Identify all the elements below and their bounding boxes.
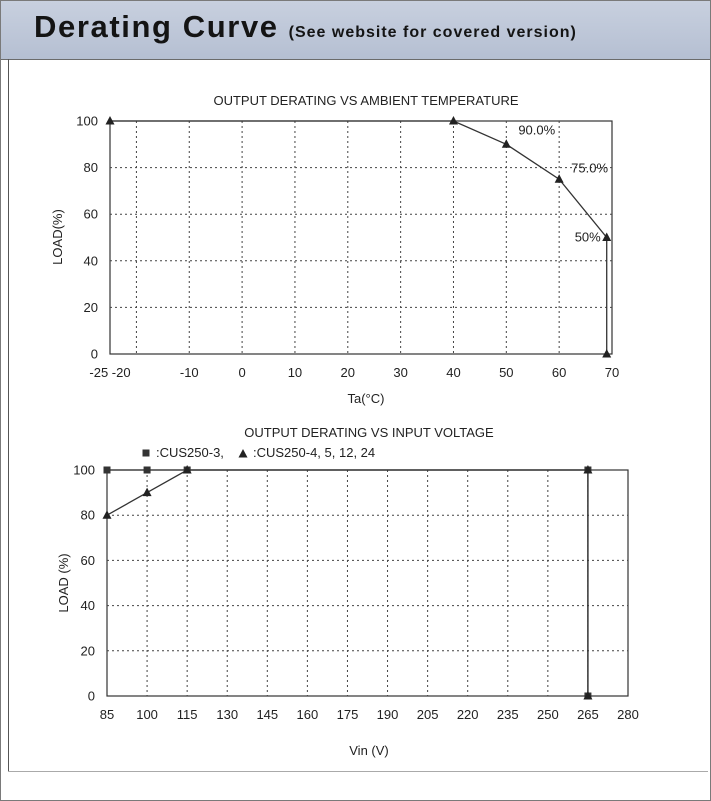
legend-marker-square bbox=[142, 449, 150, 457]
data-point-square bbox=[143, 466, 151, 474]
x-tick-label: 190 bbox=[377, 707, 399, 722]
y-tick-label: 80 bbox=[84, 160, 98, 175]
x-tick-label: 0 bbox=[238, 365, 245, 380]
x-tick-label: 160 bbox=[297, 707, 319, 722]
y-tick-label: 40 bbox=[84, 253, 98, 268]
data-point-triangle bbox=[142, 487, 152, 497]
x-tick-label: 60 bbox=[552, 365, 566, 380]
section-header: Derating Curve (See website for covered v… bbox=[1, 1, 710, 60]
data-point-triangle bbox=[105, 116, 115, 125]
x-tick-label: 115 bbox=[177, 707, 198, 722]
series-line-2 bbox=[106, 469, 589, 696]
data-label: 75.0% bbox=[571, 160, 608, 175]
x-tick-label: -25 -20 bbox=[89, 365, 130, 380]
data-point-triangle bbox=[501, 139, 511, 148]
x-tick-label: 175 bbox=[337, 707, 359, 722]
legend-marker-triangle bbox=[238, 449, 248, 458]
x-tick-label: 145 bbox=[256, 707, 278, 722]
x-tick-label: 280 bbox=[617, 707, 639, 722]
series-line-1 bbox=[107, 469, 589, 696]
x-axis-label: Ta(°C) bbox=[348, 391, 385, 406]
x-tick-label: 205 bbox=[417, 707, 439, 722]
data-point-triangle bbox=[102, 510, 112, 519]
data-point-triangle bbox=[602, 232, 612, 241]
y-tick-label: 100 bbox=[73, 463, 95, 478]
x-tick-label: 250 bbox=[537, 707, 559, 722]
x-tick-label: 235 bbox=[497, 707, 519, 722]
chart-title: OUTPUT DERATING VS AMBIENT TEMPERATURE bbox=[213, 93, 518, 108]
x-tick-label: 20 bbox=[341, 365, 355, 380]
y-tick-label: 40 bbox=[81, 598, 95, 613]
y-tick-label: 0 bbox=[91, 347, 98, 362]
x-tick-label: 30 bbox=[393, 365, 407, 380]
y-axis-label: LOAD (%) bbox=[56, 553, 71, 612]
x-tick-label: 220 bbox=[457, 707, 479, 722]
x-tick-label: 265 bbox=[577, 707, 599, 722]
section-title: Derating Curve (See website for covered v… bbox=[34, 9, 577, 45]
y-tick-label: 100 bbox=[76, 114, 98, 129]
legend-entry: :CUS250-4, 5, 12, 24 bbox=[253, 445, 375, 460]
legend-entry: :CUS250-3, bbox=[156, 445, 224, 460]
section-title-text: Derating Curve bbox=[34, 9, 279, 44]
y-tick-label: 20 bbox=[81, 643, 95, 658]
y-tick-label: 60 bbox=[84, 207, 98, 222]
data-label: 90.0% bbox=[518, 122, 555, 137]
x-tick-label: 10 bbox=[288, 365, 302, 380]
x-tick-label: 50 bbox=[499, 365, 513, 380]
y-tick-label: 0 bbox=[88, 689, 95, 704]
y-tick-label: 60 bbox=[81, 553, 95, 568]
data-point-triangle bbox=[602, 349, 612, 358]
left-rule bbox=[8, 59, 9, 771]
y-tick-label: 20 bbox=[84, 300, 98, 315]
data-label: 50% bbox=[575, 230, 601, 245]
chart-title: OUTPUT DERATING VS INPUT VOLTAGE bbox=[244, 425, 494, 440]
section-subtitle: (See website for covered version) bbox=[288, 24, 577, 41]
x-tick-label: 40 bbox=[446, 365, 460, 380]
x-tick-label: 70 bbox=[605, 365, 619, 380]
x-axis-label: Vin (V) bbox=[349, 743, 389, 758]
data-point-triangle bbox=[583, 465, 593, 474]
data-point-triangle bbox=[554, 174, 564, 183]
plot-area-2 bbox=[106, 469, 629, 697]
bottom-rule bbox=[8, 771, 708, 772]
data-point-triangle bbox=[448, 116, 458, 125]
y-tick-label: 80 bbox=[81, 508, 95, 523]
series-line-1 bbox=[110, 120, 608, 354]
x-tick-label: -10 bbox=[180, 365, 199, 380]
plot-area-1 bbox=[109, 120, 613, 355]
y-axis-label: LOAD(%) bbox=[50, 209, 65, 265]
data-point-triangle bbox=[583, 691, 593, 700]
data-point-square bbox=[103, 466, 111, 474]
x-tick-label: 130 bbox=[216, 707, 238, 722]
data-point-triangle bbox=[182, 465, 192, 474]
x-tick-label: 100 bbox=[136, 707, 158, 722]
x-tick-label: 85 bbox=[100, 707, 114, 722]
